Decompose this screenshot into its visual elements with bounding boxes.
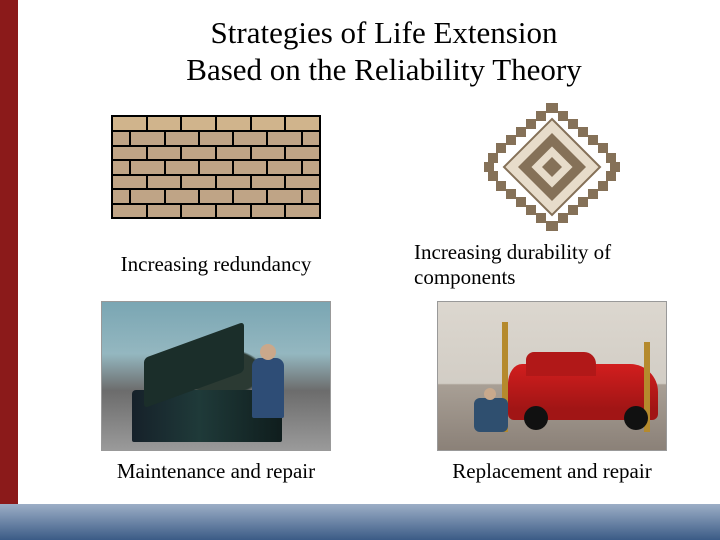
caption-maintenance: Maintenance and repair [117,459,315,484]
slide-grid: Increasing redundancy Increasing durabil… [78,102,690,483]
photo-maintenance [101,301,331,451]
caption-replacement: Replacement and repair [452,459,651,484]
bottom-bar [0,504,720,540]
photo-replacement [437,301,667,451]
caption-redundancy: Increasing redundancy [121,252,312,277]
caption-durability: Increasing durability of components [414,240,690,288]
slide-title: Strategies of Life ExtensionBased on the… [78,14,690,88]
left-accent-bar [0,0,18,540]
slide-content: Strategies of Life ExtensionBased on the… [18,0,720,504]
brick-wall-graphic [111,115,321,219]
diamond-pattern-graphic [477,102,627,232]
